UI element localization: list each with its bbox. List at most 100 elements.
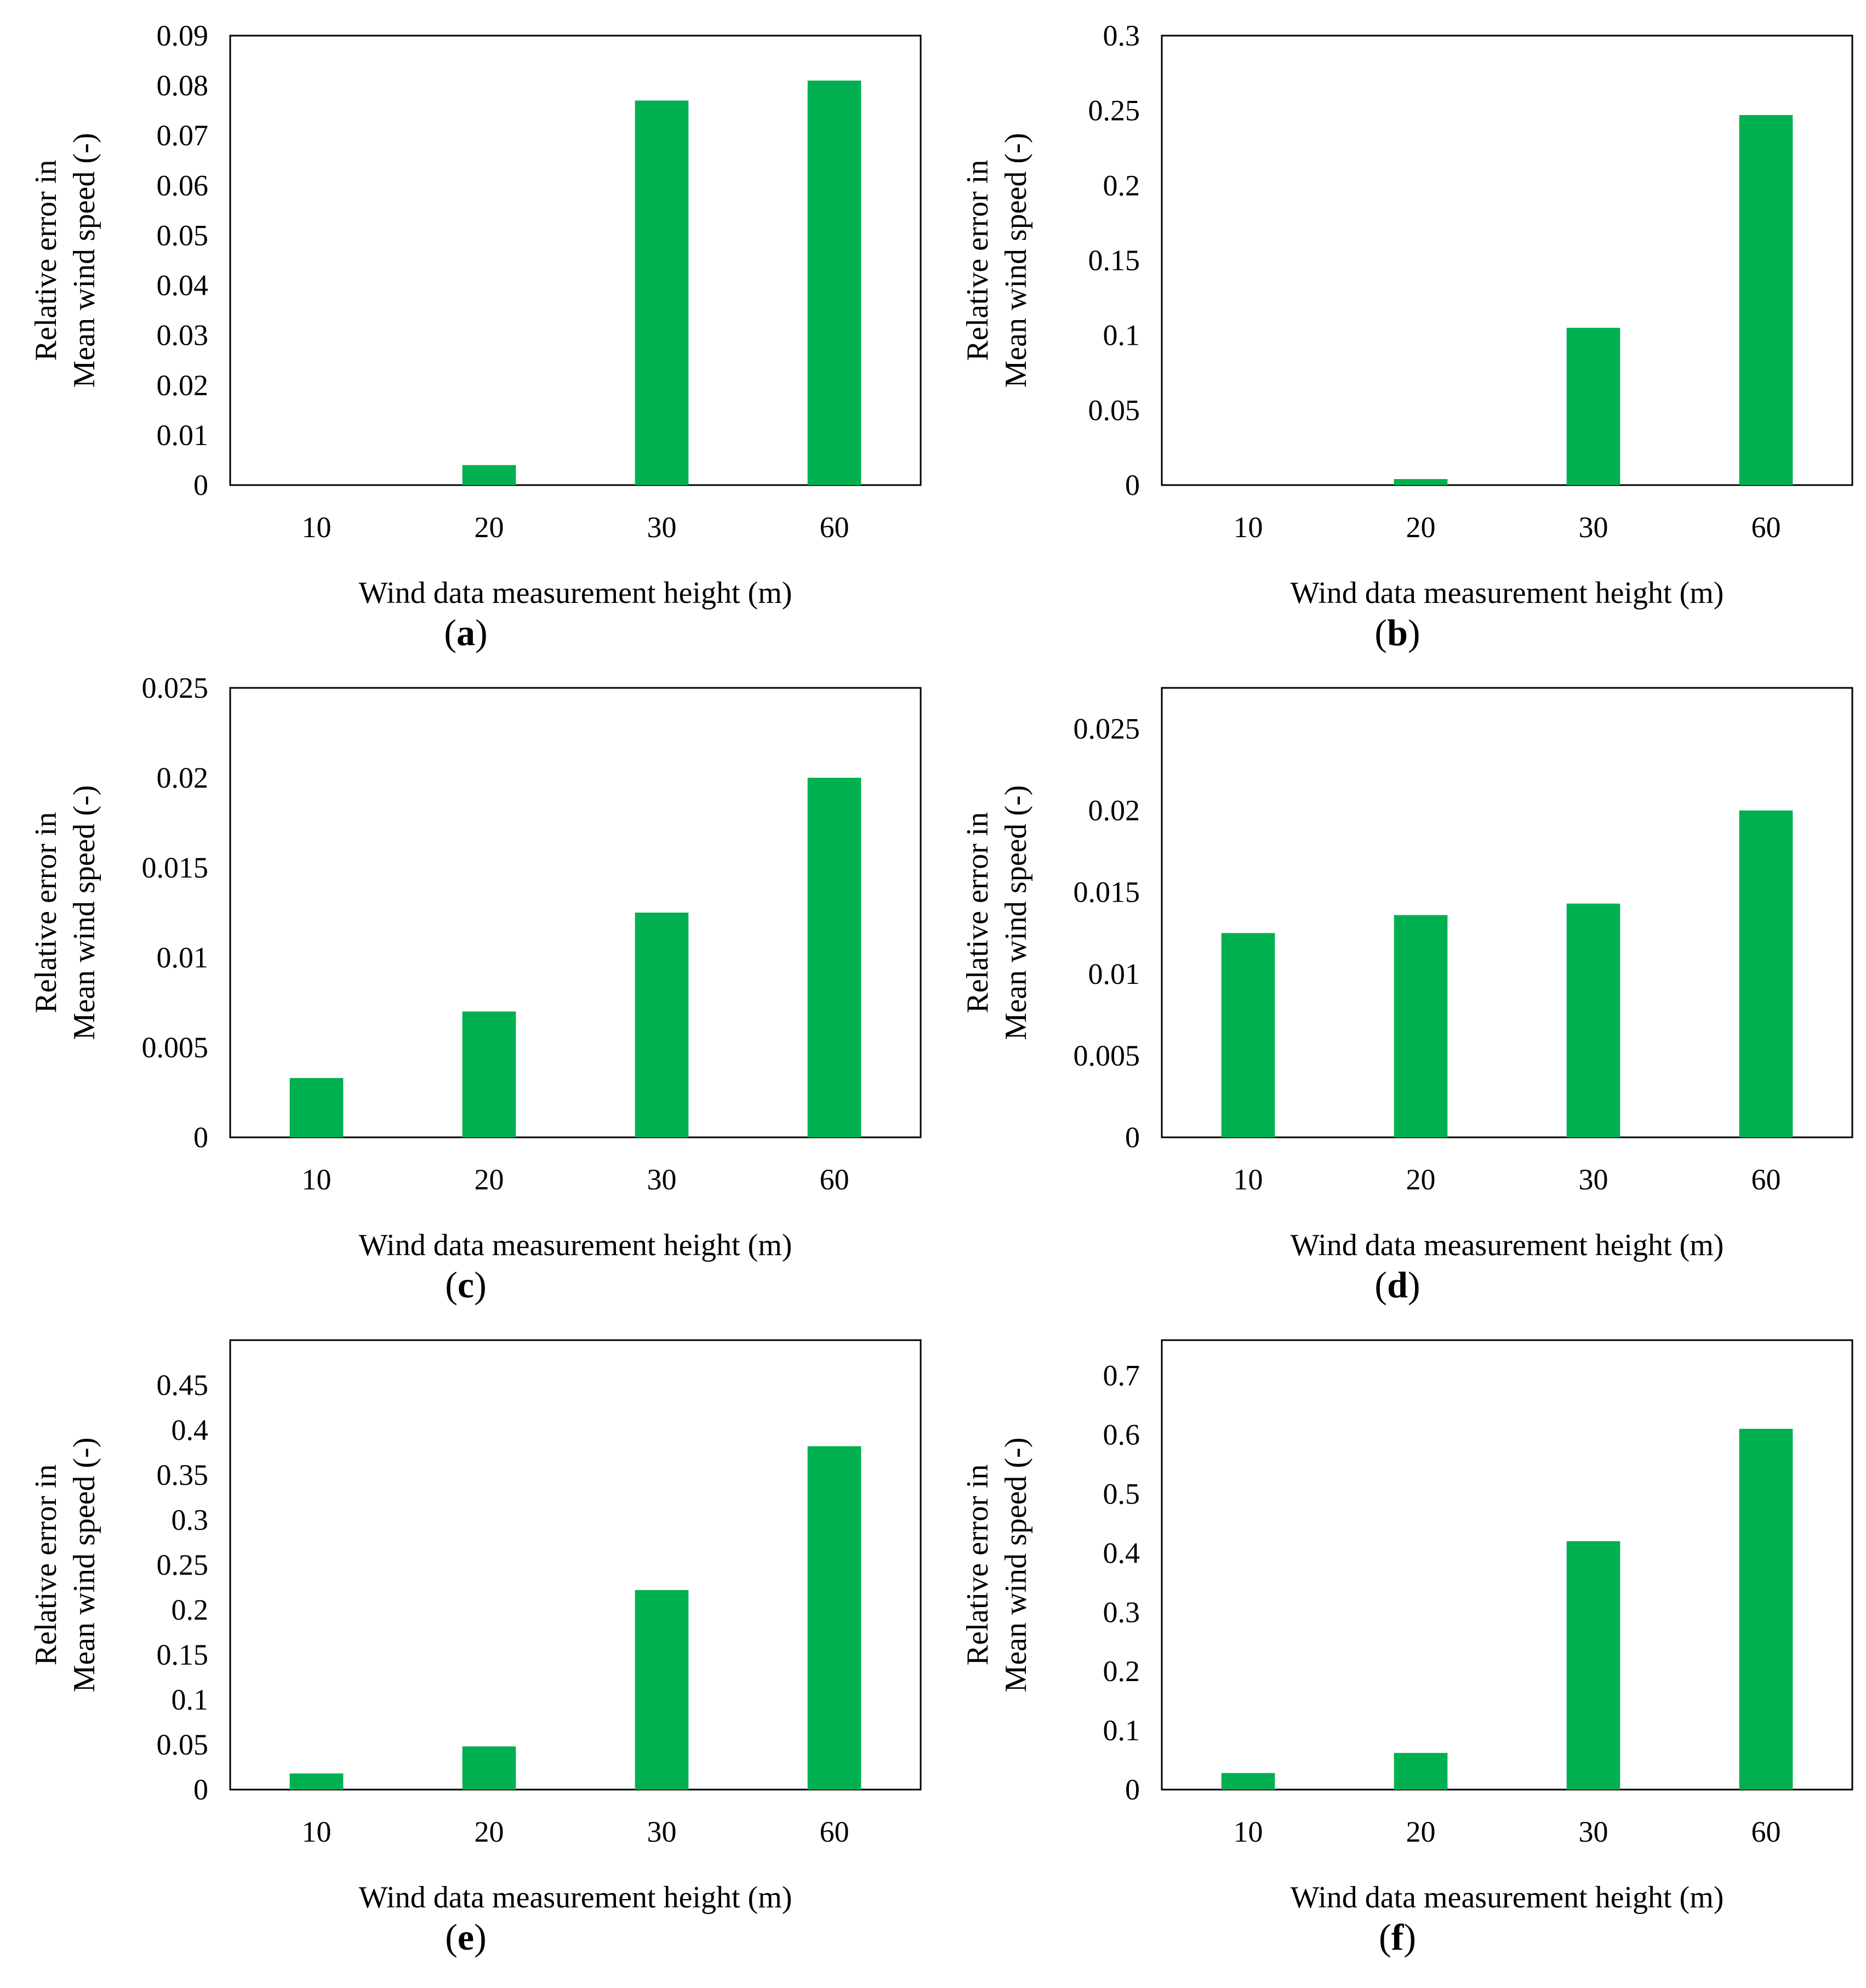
y-axis-title: Relative error in Mean wind speed (-) (961, 1438, 1033, 1693)
chart-panel-e: 10 20 30 60 0 0.05 0.1 0.15 0.2 0.25 0.3 0.35 0.4 0.4… (0, 1305, 932, 1957)
y-tick-label: 0.5 (1103, 1478, 1140, 1511)
y-tick-label: 0.05 (157, 1728, 209, 1761)
y-tick-label: 0.4 (1103, 1536, 1140, 1569)
y-tick-label: 0.1 (1103, 319, 1140, 352)
y-tick-label: 0.25 (1088, 94, 1140, 127)
y-axis-title-line: Mean wind speed (-) (999, 785, 1033, 1040)
plot-frame (229, 1339, 922, 1791)
y-axis-title: Relative error in Mean wind speed (-) (29, 785, 101, 1040)
x-tick-label: 20 (475, 1815, 504, 1848)
x-tick-label: 20 (1406, 1815, 1436, 1848)
panel-label-f: (f) (932, 1918, 1863, 1956)
y-tick-label: 0.005 (142, 1031, 209, 1064)
y-axis-title-line: Relative error in (29, 160, 63, 361)
x-tick-label: 10 (1234, 511, 1263, 544)
bar (635, 913, 689, 1137)
y-axis-title-line: Relative error in (961, 1465, 995, 1666)
panel-label-open: ( (1374, 612, 1388, 653)
x-tick-label: 20 (475, 1163, 504, 1196)
y-tick-label: 0.015 (142, 851, 209, 884)
x-tick-label: 60 (1751, 511, 1781, 544)
y-tick-label: 0.2 (1103, 169, 1140, 202)
y-axis-title: Relative error in Mean wind speed (-) (961, 785, 1033, 1040)
bar (807, 81, 861, 485)
panel-label-open: ( (444, 612, 456, 653)
panel-label-a: (a) (0, 614, 932, 651)
bar (462, 1746, 516, 1790)
bar (1221, 1773, 1275, 1790)
panel-label-close: ) (474, 1916, 487, 1958)
chart-panel-a: 10 20 30 60 0 0.01 0.02 0.03 0.04 0.05 0.06 0.07 0.0… (0, 0, 932, 652)
y-axis-title-line: Relative error in (961, 160, 995, 361)
panel-label-e: (e) (0, 1918, 932, 1956)
x-axis-title: Wind data measurement height (m) (359, 1881, 792, 1915)
y-tick-label: 0.35 (157, 1459, 209, 1491)
x-tick-label: 10 (302, 511, 332, 544)
bar (1739, 1428, 1793, 1790)
y-tick-label: 0.01 (1088, 958, 1140, 990)
y-tick-label: 0.1 (172, 1683, 209, 1716)
x-axis-title: Wind data measurement height (m) (1291, 1228, 1724, 1262)
y-axis-title-line: Mean wind speed (-) (999, 133, 1033, 388)
bar (807, 778, 861, 1137)
x-tick-label: 60 (820, 1815, 849, 1848)
y-tick-label: 0.7 (1103, 1359, 1140, 1392)
x-tick-label: 30 (1579, 1815, 1608, 1848)
y-axis-title-line: Relative error in (961, 812, 995, 1013)
panel-label-b: (b) (932, 614, 1863, 651)
y-tick-label: 0.01 (157, 941, 209, 974)
plot-frame (229, 687, 922, 1138)
panel-label-letter: a (456, 612, 475, 653)
panel-label-close: ) (474, 1264, 487, 1306)
plot-frame (1161, 687, 1853, 1138)
bar (462, 1011, 516, 1137)
panel-label-letter: d (1387, 1264, 1408, 1306)
bar (1566, 903, 1620, 1137)
y-axis-title-line: Mean wind speed (-) (999, 1438, 1033, 1693)
x-tick-label: 60 (820, 511, 849, 544)
panel-label-open: ( (1379, 1916, 1391, 1958)
y-tick-label: 0.1 (1103, 1714, 1140, 1747)
y-tick-label: 0 (193, 1773, 208, 1806)
y-axis-title-line: Mean wind speed (-) (67, 133, 101, 388)
panel-label-letter: c (457, 1264, 475, 1306)
x-tick-label: 10 (1234, 1163, 1263, 1196)
y-axis-title-line: Mean wind speed (-) (67, 1438, 101, 1693)
y-tick-label: 0.25 (157, 1548, 209, 1581)
chart-d-svg: 10 20 30 60 0 0.005 0.01 0.015 0.02 0.025 Wind dat… (961, 687, 1853, 1262)
panel-label-d: (d) (932, 1266, 1863, 1303)
y-tick-label: 0 (1125, 469, 1140, 502)
panel-label-c: (c) (0, 1266, 932, 1303)
x-tick-label: 20 (1406, 511, 1436, 544)
bar (1394, 1753, 1448, 1790)
x-tick-label: 30 (647, 511, 677, 544)
panel-label-letter: b (1387, 612, 1408, 653)
y-tick-label: 0.4 (172, 1414, 209, 1446)
y-axis-title: Relative error in Mean wind speed (-) (29, 1438, 101, 1693)
y-tick-label: 0.02 (157, 761, 209, 794)
panel-label-open: ( (445, 1916, 458, 1958)
y-tick-label: 0.025 (1074, 713, 1140, 745)
x-axis-title: Wind data measurement height (m) (1291, 576, 1724, 610)
bar (1739, 115, 1793, 485)
bar (289, 1773, 344, 1790)
bar (635, 100, 689, 485)
y-tick-label: 0.15 (1088, 244, 1140, 277)
chart-panel-b: 10 20 30 60 0 0.05 0.1 0.15 0.2 0.25 0.3 Wind data … (932, 0, 1863, 652)
y-tick-label: 0 (193, 1121, 208, 1154)
x-tick-label: 10 (302, 1163, 332, 1196)
x-axis-title: Wind data measurement height (m) (359, 1228, 792, 1262)
y-tick-label: 0.6 (1103, 1419, 1140, 1451)
y-tick-label: 0.05 (157, 219, 209, 252)
chart-a-svg: 10 20 30 60 0 0.01 0.02 0.03 0.04 0.05 0.06 0.07 0.0… (29, 19, 922, 610)
bar (1566, 328, 1620, 485)
plot-frame (1161, 1339, 1853, 1791)
x-tick-label: 60 (1751, 1163, 1781, 1196)
y-axis-title-line: Relative error in (29, 812, 63, 1013)
y-tick-label: 0.08 (157, 69, 209, 102)
chart-c-svg: 10 20 30 60 0 0.005 0.01 0.015 0.02 0.025 Wind dat… (29, 671, 922, 1262)
chart-f-svg: 10 20 30 60 0 0.1 0.2 0.3 0.4 0.5 0.6 0.7 Wind data … (961, 1339, 1853, 1915)
y-tick-label: 0.2 (1103, 1655, 1140, 1688)
x-tick-label: 30 (647, 1815, 677, 1848)
panel-label-close: ) (1407, 612, 1420, 653)
